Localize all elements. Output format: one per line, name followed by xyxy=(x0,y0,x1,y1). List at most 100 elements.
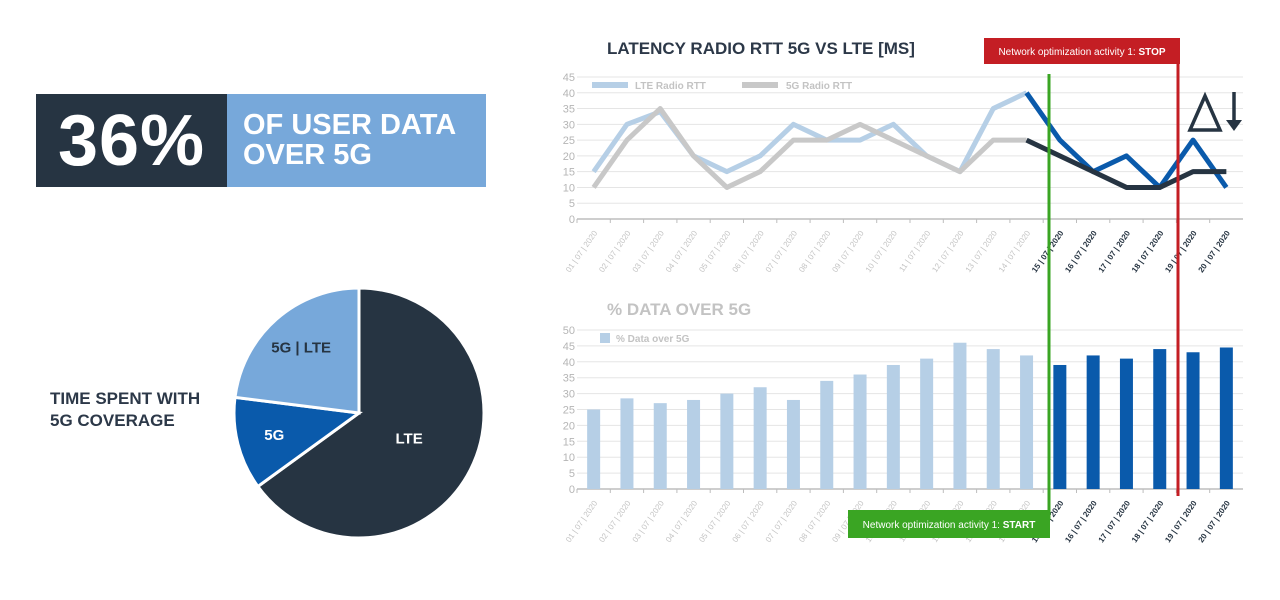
annotation-overlay: Network optimization activity 1: STARTNe… xyxy=(848,38,1180,538)
latency-line-chart: LATENCY RADIO RTT 5G VS LTE [MS] 0 5 10 15 20… xyxy=(563,39,1243,274)
delta-triangle xyxy=(1187,91,1223,132)
coverage-label-line2: 5G COVERAGE xyxy=(50,411,175,430)
x-tick-label: 07 | 07 | 2020 xyxy=(764,499,800,544)
y-tick-label: 10 xyxy=(563,182,575,194)
stop-label-prefix: Network optimization activity 1: xyxy=(998,47,1138,58)
x-tick-label: 03 | 07 | 2020 xyxy=(631,499,667,544)
delta-down-icon xyxy=(1187,91,1242,132)
bar xyxy=(753,387,767,489)
y-tick-label: 5 xyxy=(569,198,575,210)
x-tick-label: 19 | 07 | 2020 xyxy=(1163,229,1199,275)
x-tick-label: 04 | 07 | 2020 xyxy=(664,229,700,274)
x-tick-label: 05 | 07 | 2020 xyxy=(697,499,733,544)
y-tick-label: 15 xyxy=(563,167,575,179)
bar xyxy=(1020,355,1034,489)
bar xyxy=(720,393,734,489)
kpi-value: 36% xyxy=(36,94,227,187)
y-tick-label: 0 xyxy=(569,484,575,496)
x-tick-label: 17 | 07 | 2020 xyxy=(1097,499,1133,545)
pie-slice-5g-lte xyxy=(233,286,361,415)
y-tick-label: 0 xyxy=(569,214,575,226)
y-tick-label: 45 xyxy=(563,72,575,84)
kpi-caption: OF USER DATA OVER 5G xyxy=(227,94,486,187)
arrow-head xyxy=(1226,120,1242,131)
bar xyxy=(853,374,867,489)
bar xyxy=(786,399,800,489)
y-tick-label: 35 xyxy=(563,104,575,116)
stop-label-box xyxy=(984,38,1180,64)
series-line-lte-dim xyxy=(591,90,1028,175)
kpi-caption-line1: OF USER DATA xyxy=(243,109,457,141)
x-tick-label: 18 | 07 | 2020 xyxy=(1130,499,1166,545)
start-label-box xyxy=(848,510,1050,538)
series-line-5g xyxy=(1025,137,1227,190)
legend-swatch-data5g xyxy=(600,333,610,343)
bar xyxy=(587,409,601,489)
legend-label-data5g: % Data over 5G xyxy=(616,334,690,345)
bar xyxy=(687,399,701,489)
bar xyxy=(1153,349,1167,489)
start-label-prefix: Network optimization activity 1: xyxy=(863,520,1003,531)
kpi-banner: 36% OF USER DATA OVER 5G xyxy=(36,94,486,187)
start-label-bold: START xyxy=(1003,520,1036,531)
y-tick-label: 45 xyxy=(563,341,575,353)
y-tick-label: 35 xyxy=(563,373,575,385)
bar xyxy=(1053,364,1067,489)
bar xyxy=(653,403,667,489)
pie-slice-lte xyxy=(255,286,486,540)
y-tick-label: 25 xyxy=(563,405,575,417)
y-tick-label: 40 xyxy=(563,357,575,369)
bar xyxy=(1186,352,1200,489)
x-tick-label: 20 | 07 | 2020 xyxy=(1197,499,1233,545)
x-tick-label: 09 | 07 | 2020 xyxy=(830,229,866,274)
bar xyxy=(820,380,834,489)
y-tick-label: 20 xyxy=(563,151,575,163)
bar xyxy=(1219,347,1233,489)
x-tick-label: 05 | 07 | 2020 xyxy=(697,229,733,274)
coverage-label: TIME SPENT WITH 5G COVERAGE xyxy=(50,388,250,432)
x-tick-label: 11 | 07 | 2020 xyxy=(897,229,932,274)
bar xyxy=(1119,358,1133,489)
x-tick-label: 01 | 07 | 2020 xyxy=(564,229,600,274)
x-tick-label: 16 | 07 | 2020 xyxy=(1063,229,1099,275)
y-tick-label: 25 xyxy=(563,135,575,147)
bar xyxy=(1086,355,1100,489)
x-tick-label: 08 | 07 | 2020 xyxy=(797,499,833,544)
x-tick-label: 08 | 07 | 2020 xyxy=(797,229,833,274)
x-tick-label: 02 | 07 | 2020 xyxy=(597,229,633,274)
x-tick-label: 14 | 07 | 2020 xyxy=(997,229,1033,274)
bar xyxy=(886,364,900,489)
x-tick-label: 06 | 07 | 2020 xyxy=(731,499,767,544)
pie-label: LTE xyxy=(396,431,423,448)
x-tick-label: 13 | 07 | 2020 xyxy=(964,229,1000,274)
series-line-5g-dim xyxy=(591,106,1027,190)
kpi-caption-line2: OVER 5G xyxy=(243,139,372,171)
x-tick-label: 18 | 07 | 2020 xyxy=(1130,229,1166,275)
legend-label-lte: LTE Radio RTT xyxy=(635,81,706,92)
bar xyxy=(953,342,967,489)
x-tick-label: 01 | 07 | 2020 xyxy=(564,499,600,544)
x-tick-label: 16 | 07 | 2020 xyxy=(1063,499,1099,545)
coverage-label-line1: TIME SPENT WITH xyxy=(50,389,201,408)
bar xyxy=(920,358,934,489)
y-tick-label: 30 xyxy=(563,119,575,131)
pie-label: 5G xyxy=(264,427,284,444)
x-tick-label: 10 | 07 | 2020 xyxy=(864,229,900,274)
stop-label-bold: STOP xyxy=(1139,47,1166,58)
x-tick-label: 20 | 07 | 2020 xyxy=(1197,229,1233,275)
x-tick-label: 04 | 07 | 2020 xyxy=(664,499,700,544)
x-tick-label: 07 | 07 | 2020 xyxy=(764,229,800,274)
pie-slice-5g xyxy=(232,395,363,489)
pie-label: 5G | LTE xyxy=(271,339,331,356)
bar xyxy=(620,398,634,489)
stop-label: Network optimization activity 1: STOP xyxy=(998,47,1165,58)
series-line-lte xyxy=(1024,91,1229,190)
y-tick-label: 30 xyxy=(563,389,575,401)
chart-title: % DATA OVER 5G xyxy=(607,300,751,319)
y-tick-label: 5 xyxy=(569,468,575,480)
chart-title: LATENCY RADIO RTT 5G VS LTE [MS] xyxy=(607,39,915,58)
x-tick-label: 03 | 07 | 2020 xyxy=(631,229,667,274)
x-tick-label: 06 | 07 | 2020 xyxy=(731,229,767,274)
coverage-pie-chart: LTE 5G 5G | LTE xyxy=(232,286,486,540)
